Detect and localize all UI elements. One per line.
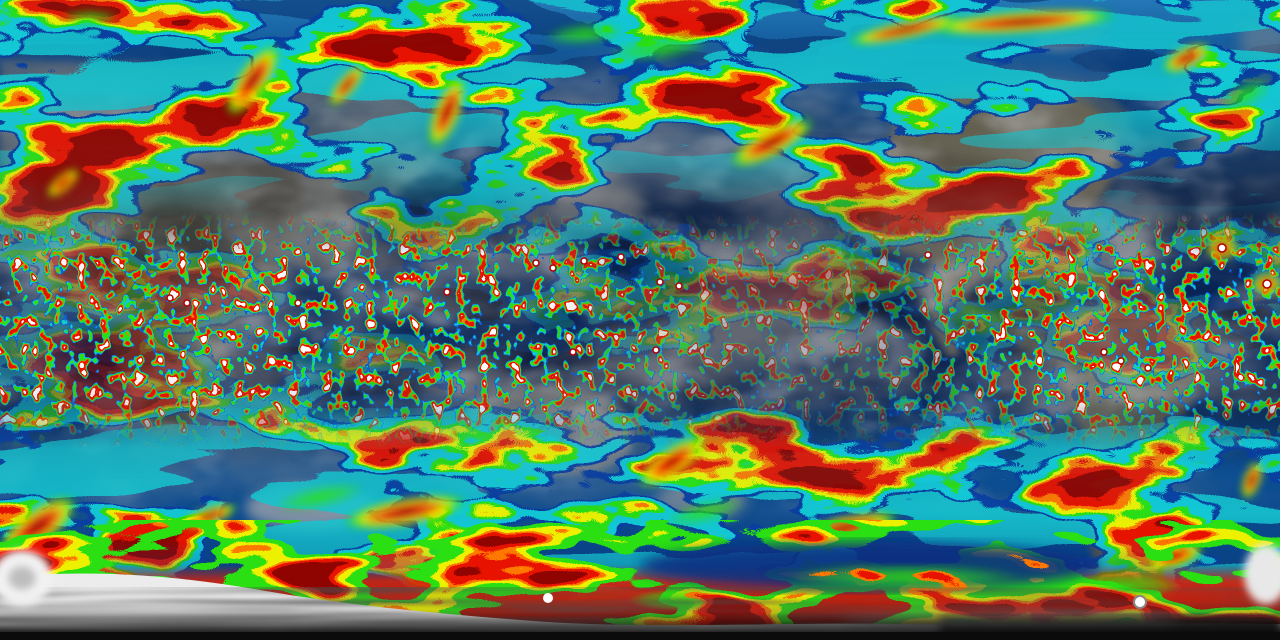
green-patch-n3 (1220, 77, 1270, 113)
antarctica (0, 544, 1280, 640)
polar-cyclone-right (1244, 544, 1280, 604)
storm-south-indian-2 (183, 503, 237, 529)
green-patch-n4 (60, 10, 120, 26)
storm-nw-pacific-1 (225, 44, 281, 116)
storm-north-atlantic (1162, 43, 1212, 73)
storm-west-edge (46, 168, 80, 198)
storm-se-australia (638, 436, 706, 488)
storm-arctic-streak (927, 9, 1117, 35)
green-patch-s2 (666, 498, 744, 526)
storm-south-indian (343, 494, 467, 530)
ice-spot-2 (1133, 595, 1147, 609)
green-patch-n2 (545, 23, 625, 45)
itcz-convection (0, 215, 1280, 465)
cyclone-eye-2 (1262, 279, 1272, 289)
ice-spot-1 (543, 593, 553, 603)
itcz-white-cores (166, 243, 1272, 372)
green-patch-n1 (608, 34, 712, 62)
storm-nw-pacific-2 (428, 76, 466, 148)
green-patch-s1 (275, 483, 365, 511)
polar-edge-stripe (0, 632, 1280, 640)
storm-asia-front (328, 64, 366, 106)
storm-ne-pacific (730, 117, 814, 167)
storm-north-canada (848, 15, 962, 45)
cyclone-eye-1 (1217, 243, 1227, 253)
storm-systems (0, 9, 1280, 571)
storm-south-east-edge (1241, 460, 1263, 500)
